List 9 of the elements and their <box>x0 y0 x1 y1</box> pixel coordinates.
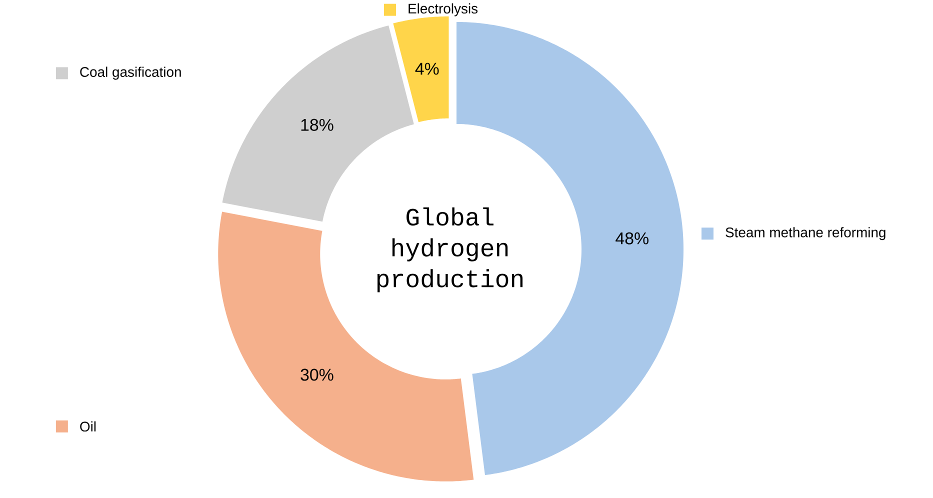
data-label: 48% <box>616 232 648 244</box>
data-label: 30% <box>300 368 334 381</box>
text: Global hydrogen production <box>377 207 523 292</box>
data-label: 18% <box>301 118 334 131</box>
legend-label: Oil <box>80 421 96 432</box>
legend-label: Steam methane reforming <box>726 227 886 240</box>
legend-label: Coal gasification <box>80 66 181 80</box>
data-label: 4% <box>415 62 439 75</box>
legend-label: Electrolysis <box>408 3 478 16</box>
